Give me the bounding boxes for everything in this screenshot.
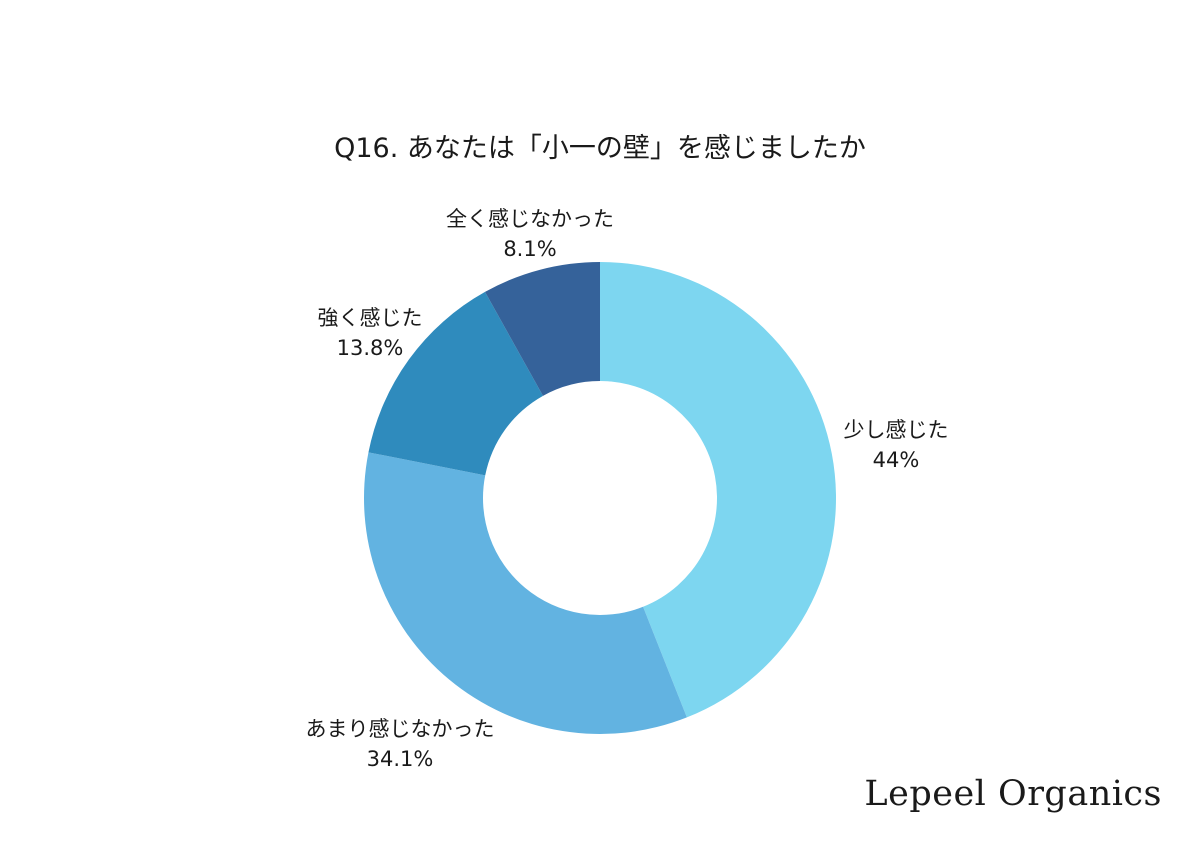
donut-slice-1 <box>364 452 687 734</box>
slice-value-text: 8.1% <box>503 237 557 261</box>
slice-value-text: 13.8% <box>336 336 404 360</box>
slice-label-text: あまり感じなかった <box>305 717 495 741</box>
slice-label-amari: あまり感じなかった 34.1% <box>280 714 520 774</box>
slice-label-text: 全く感じなかった <box>446 207 614 231</box>
donut-slice-2 <box>368 291 543 476</box>
slice-label-mattaku: 全く感じなかった 8.1% <box>420 204 640 264</box>
chart-title: Q16. あなたは「小一の壁」を感じましたか <box>334 133 866 164</box>
slice-label-text: 少し感じた <box>843 418 949 442</box>
donut-slice-3 <box>485 262 600 396</box>
donut-slice-0 <box>600 262 837 718</box>
slice-label-tsuyoku: 強く感じた 13.8% <box>290 303 450 363</box>
brand-logo: Lepeel Organics <box>864 774 1162 814</box>
slice-value-text: 34.1% <box>366 747 434 771</box>
slice-label-sukoshi: 少し感じた 44% <box>826 415 966 475</box>
slice-value-text: 44% <box>872 448 920 472</box>
slice-label-text: 強く感じた <box>317 306 423 330</box>
